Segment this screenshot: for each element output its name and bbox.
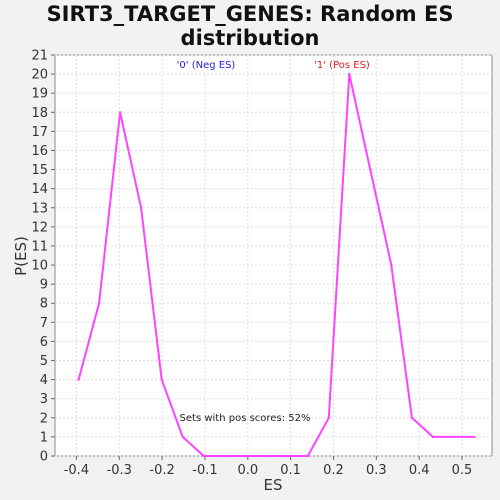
x-tick-label: 0.4 <box>409 463 430 478</box>
y-tick-label: 4 <box>40 373 48 388</box>
y-tick-label: 20 <box>31 68 48 83</box>
y-tick-label: 6 <box>40 335 48 350</box>
x-tick-label: 0.2 <box>323 463 344 478</box>
data-point <box>431 435 435 439</box>
y-axis-label: P(ES) <box>12 236 30 276</box>
grid <box>55 54 492 457</box>
y-tick-label: 3 <box>40 392 48 407</box>
data-point <box>390 263 393 267</box>
neg-es-label: '0' (Neg ES) <box>177 60 236 71</box>
x-tick-label: -0.4 <box>64 463 89 478</box>
y-tick-label: 0 <box>40 450 48 465</box>
data-point <box>348 72 351 76</box>
x-tick-label: 0.1 <box>280 463 301 478</box>
data-point <box>139 206 143 209</box>
data-point <box>181 435 184 439</box>
x-axis-label: ES <box>264 476 283 494</box>
pos-es-label: '1' (Pos ES) <box>314 60 370 71</box>
y-tick-label: 2 <box>40 411 48 426</box>
y-tick-label: 21 <box>31 49 48 64</box>
series-line <box>77 73 475 457</box>
x-tick-label: -0.3 <box>107 463 132 478</box>
x-tick-label: 0.3 <box>366 463 387 478</box>
y-tick-label: 8 <box>40 297 48 312</box>
data-point <box>410 416 414 420</box>
data-point <box>306 454 309 458</box>
y-tick-label: 10 <box>31 259 48 274</box>
data-point <box>202 454 205 458</box>
x-tick-label: -0.2 <box>149 463 174 478</box>
data-point <box>327 416 330 420</box>
y-tick-label: 5 <box>40 354 48 369</box>
data-point <box>118 111 122 114</box>
y-tick-label: 11 <box>31 239 48 254</box>
y-tick-label: 13 <box>31 201 48 216</box>
x-tick-label: -0.1 <box>192 463 217 478</box>
y-tick-label: 12 <box>31 220 48 235</box>
y-tick-label: 19 <box>31 87 48 102</box>
y-tick-label: 16 <box>31 144 48 159</box>
x-tick-label: 0.0 <box>237 463 258 478</box>
data-point <box>223 454 226 458</box>
sets-pos-scores-label: Sets with pos scores: 52% <box>180 413 311 424</box>
y-tick-label: 9 <box>40 278 48 293</box>
data-point <box>369 168 372 171</box>
data-point <box>97 302 101 305</box>
y-tick-label: 17 <box>31 125 48 140</box>
y-tick-label: 7 <box>40 316 48 331</box>
y-tick-label: 15 <box>31 163 48 178</box>
data-point <box>77 378 80 381</box>
y-tick-label: 14 <box>31 182 48 197</box>
series-group <box>77 72 476 458</box>
x-tick-label: 0.5 <box>452 463 473 478</box>
data-point <box>473 435 476 439</box>
y-tick-label: 18 <box>31 106 48 121</box>
y-tick-label: 1 <box>40 430 48 445</box>
data-point <box>265 454 268 458</box>
data-point <box>285 454 288 458</box>
data-point <box>160 378 163 381</box>
data-point <box>452 435 456 439</box>
chart-title-line-1: SIRT3_TARGET_GENES: Random ES <box>46 2 454 26</box>
data-point <box>244 454 247 458</box>
chart-title-line-2: distribution <box>180 26 320 50</box>
